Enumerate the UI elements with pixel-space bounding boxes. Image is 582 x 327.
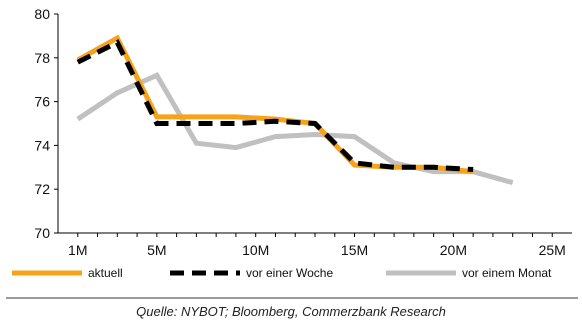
legend-label-vor-einem-monat: vor einem Monat bbox=[462, 266, 552, 280]
chart-axes bbox=[54, 13, 572, 237]
series-line-aktuell bbox=[76, 34, 474, 175]
y-tick-label: 76 bbox=[34, 94, 50, 110]
y-tick-label: 78 bbox=[34, 50, 50, 66]
x-tick-label: 20M bbox=[440, 242, 467, 258]
series-lines bbox=[76, 34, 514, 186]
x-tick-label: 5M bbox=[147, 242, 166, 258]
y-tick-label: 80 bbox=[34, 6, 50, 22]
x-tick-label: 10M bbox=[242, 242, 269, 258]
chart-legend: aktuell vor einer Woche vor einem Monat bbox=[12, 266, 552, 280]
series-line-vor-einem-monat bbox=[76, 72, 514, 186]
tick-labels: 70 72 74 76 78 80 1M 5M 10M 15M 20M 25M bbox=[34, 6, 565, 258]
legend-label-vor-einer-woche: vor einer Woche bbox=[246, 266, 333, 280]
x-tick-label: 1M bbox=[68, 242, 87, 258]
y-tick-label: 74 bbox=[34, 137, 50, 153]
x-tick-label: 15M bbox=[341, 242, 368, 258]
source-note: Quelle: NYBOT; Bloomberg, Commerzbank Re… bbox=[136, 304, 446, 319]
y-tick-label: 72 bbox=[34, 181, 50, 197]
x-tick-label: 25M bbox=[539, 242, 566, 258]
legend-label-aktuell: aktuell bbox=[88, 266, 123, 280]
series-line-vor-einer-woche bbox=[76, 39, 474, 172]
y-tick-label: 70 bbox=[34, 225, 50, 241]
